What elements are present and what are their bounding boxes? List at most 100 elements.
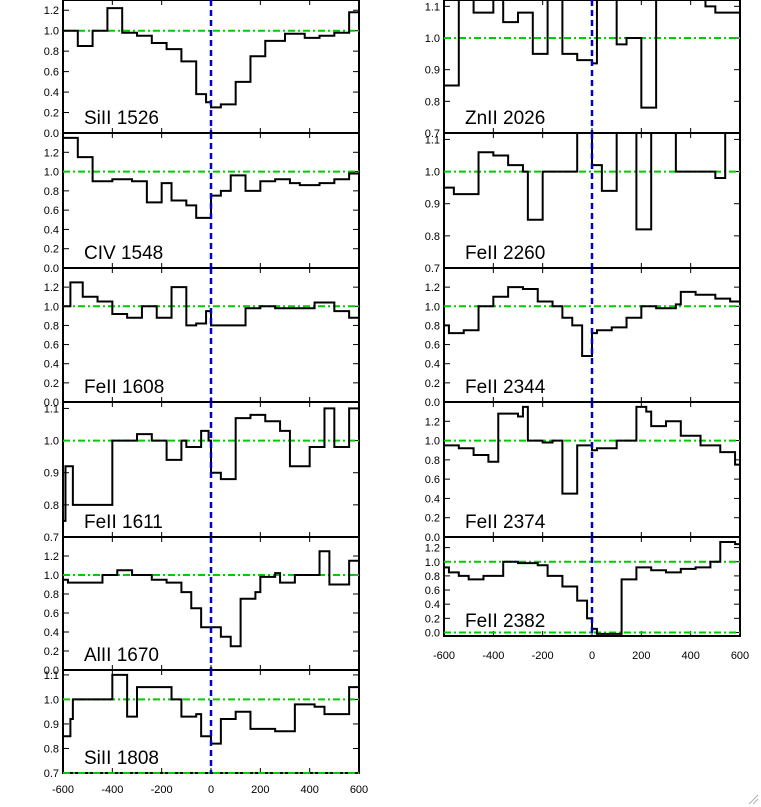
x-tick-label: 200: [251, 784, 269, 796]
x-tick-label: -600: [52, 784, 74, 796]
panel-alii-1670: 0.0 0.2 0.4 0.6 0.8 1.0 1.2 AlII 1670: [44, 536, 360, 677]
ion-label: SiII 1526: [84, 108, 159, 129]
y-tick-label: 0.8: [44, 320, 59, 332]
ion-label: FeII 2260: [465, 243, 545, 264]
x-tick-label: -600: [433, 650, 455, 662]
spectrum-feii-1611: [63, 407, 359, 522]
panel-siII-1808: 0.7 0.8 0.9 1.0 1.1 SiII 1808: [44, 669, 360, 780]
y-tick-label: 0.0: [44, 665, 59, 677]
y-tick-label: 0.4: [44, 87, 59, 99]
y-tick-label: 1.2: [44, 5, 59, 17]
spectrum-feii-1608: [63, 281, 359, 327]
ion-label: FeII 2344: [465, 377, 546, 398]
y-tick-label: 1.2: [425, 416, 440, 428]
y-tick-label: 0.9: [44, 468, 59, 480]
panel-siII-1526: 0.0 0.2 0.4 0.6 0.8 1.0 1.2 SiII 1526: [44, 0, 360, 140]
spectrum-alii-1670: [63, 550, 359, 648]
y-tick-label: 1.2: [44, 551, 59, 563]
y-tick-label: 0.8: [44, 46, 59, 58]
y-tick-label: 0.4: [425, 599, 440, 611]
ion-label: CIV 1548: [84, 243, 163, 264]
ion-label: FeII 2374: [465, 512, 546, 533]
y-tick-label: 0.2: [425, 613, 440, 625]
y-tick-label: 1.0: [44, 167, 59, 179]
y-tick-label: 0.0: [44, 263, 59, 275]
y-tick-label: 0.2: [44, 108, 59, 120]
y-tick-label: 1.1: [425, 134, 440, 146]
y-tick-label: 1.0: [44, 436, 59, 448]
spectrum-feii-2382: [444, 540, 741, 635]
resize-grip-icon[interactable]: [747, 793, 759, 805]
x-tick-label: -200: [532, 650, 554, 662]
x-tick-label: 600: [731, 650, 749, 662]
y-tick-label: 0.7: [425, 128, 440, 140]
panel-feii-1608: 0.0 0.2 0.4 0.6 0.8 1.0 1.2 FeII 1608: [44, 267, 360, 409]
x-tick-label: 0: [208, 784, 214, 796]
x-tick-label: 600: [350, 784, 368, 796]
y-tick-label: 0.2: [425, 378, 440, 390]
y-tick-label: 1.0: [425, 167, 440, 179]
y-tick-label: 1.2: [425, 282, 440, 294]
y-tick-label: 0.2: [425, 513, 440, 525]
x-tick-label: 400: [681, 650, 699, 662]
y-tick-label: 0.7: [44, 768, 59, 780]
y-tick-label: 0.8: [44, 589, 59, 601]
ion-label: ZnII 2026: [465, 108, 545, 129]
ion-label: AlII 1670: [84, 645, 159, 666]
y-tick-label: 0.8: [425, 96, 440, 108]
y-tick-label: 1.0: [44, 694, 59, 706]
x-tick-label: -400: [101, 784, 123, 796]
y-tick-label: 1.1: [425, 1, 440, 13]
panel-feii-2260: 0.7 0.8 0.9 1.0 1.1 FeII 2260: [425, 132, 741, 275]
ion-label: FeII 1611: [84, 512, 163, 533]
y-tick-label: 0.0: [44, 397, 59, 409]
y-tick-label: 0.0: [44, 128, 59, 140]
y-tick-label: 0.0: [425, 397, 440, 409]
y-tick-label: 0.6: [425, 340, 440, 352]
y-tick-label: 1.2: [44, 147, 59, 159]
y-tick-label: 0.2: [44, 646, 59, 658]
y-tick-label: 0.7: [425, 263, 440, 275]
y-tick-label: 0.0: [425, 532, 440, 544]
y-tick-label: 1.0: [44, 301, 59, 313]
x-tick-label: 0: [589, 650, 595, 662]
y-tick-label: 1.0: [425, 301, 440, 313]
y-tick-label: 0.9: [425, 65, 440, 77]
y-tick-label: 0.9: [425, 199, 440, 211]
x-tick-label: -200: [151, 784, 173, 796]
spectrum-feii-2344: [444, 286, 740, 358]
y-tick-label: 1.0: [44, 570, 59, 582]
y-tick-label: 0.6: [44, 205, 59, 217]
y-tick-label: 0.2: [44, 244, 59, 256]
y-tick-label: 0.8: [44, 186, 59, 198]
y-tick-label: 0.4: [44, 224, 59, 236]
y-tick-label: 0.8: [44, 500, 59, 512]
y-tick-label: 1.1: [44, 670, 59, 682]
y-tick-label: 1.0: [44, 26, 59, 38]
y-tick-label: 0.0: [425, 627, 440, 639]
y-tick-label: 0.4: [425, 359, 440, 371]
y-tick-label: 0.8: [425, 455, 440, 467]
panel-feii-2374: 0.0 0.2 0.4 0.6 0.8 1.0 1.2 FeII 2374: [425, 401, 741, 544]
y-tick-label: 0.8: [44, 743, 59, 755]
y-tick-label: 0.6: [44, 340, 59, 352]
y-tick-label: 0.8: [425, 320, 440, 332]
y-tick-label: 0.6: [44, 67, 59, 79]
x-tick-label: 400: [300, 784, 318, 796]
y-tick-label: 0.6: [44, 608, 59, 620]
y-tick-label: 0.9: [44, 719, 59, 731]
y-tick-label: 1.0: [425, 557, 440, 569]
y-tick-label: 1.2: [44, 282, 59, 294]
ion-label: FeII 2382: [465, 611, 545, 632]
y-tick-label: 0.6: [425, 474, 440, 486]
y-tick-label: 1.2: [425, 543, 440, 555]
y-tick-label: 0.8: [425, 571, 440, 583]
x-tick-label: -400: [482, 650, 504, 662]
y-tick-label: 0.2: [44, 378, 59, 390]
y-tick-label: 1.1: [44, 403, 59, 415]
spectrum-siII-1526: [63, 7, 359, 109]
spectrum-feii-2374: [444, 405, 740, 495]
spectrum-siII-1808: [63, 673, 360, 745]
ion-label: FeII 1608: [84, 377, 164, 398]
